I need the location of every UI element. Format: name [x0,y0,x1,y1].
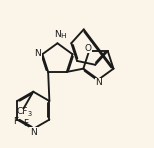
Text: N: N [30,128,37,137]
Text: N: N [95,78,102,87]
Text: O: O [85,44,92,53]
Text: N: N [34,49,41,58]
Text: F: F [23,119,28,128]
Text: N: N [54,30,61,39]
Text: H: H [61,33,66,39]
Text: F: F [13,117,18,126]
Text: 3: 3 [28,111,32,117]
Text: CF: CF [17,107,28,116]
